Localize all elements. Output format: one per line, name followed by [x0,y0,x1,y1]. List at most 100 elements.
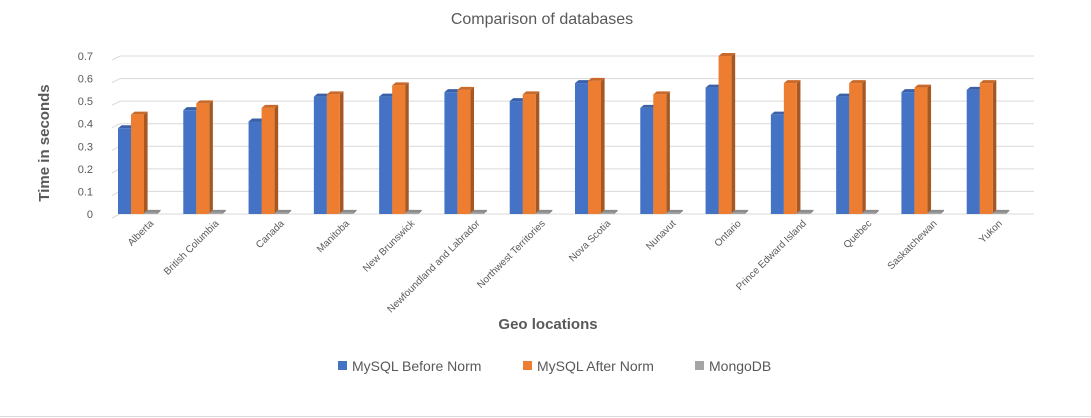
bar-side [548,209,553,214]
bar-top [274,209,292,213]
bar [731,212,745,214]
bar-side [1005,209,1010,214]
bar-side [666,91,670,214]
bottom-divider [0,416,1091,417]
bar-side [157,209,161,214]
bar [392,85,406,214]
bar-top [379,93,396,97]
bar-top [705,84,723,88]
bar [914,87,928,214]
bar-top [640,104,657,108]
chart-title: Comparison of databases [451,11,633,28]
bar-top [522,91,540,95]
bar-side [927,84,932,214]
legend-label: MongoDB [709,358,771,374]
bar [326,94,340,214]
bar-top [914,84,932,88]
bar-top [457,86,475,90]
bar [653,94,667,214]
bar [196,103,210,214]
bar [209,212,223,214]
bar-top [118,125,135,129]
gridline-depth [111,100,121,106]
bar-top [261,104,279,108]
bar-top [770,111,788,115]
gridline-depth [111,78,121,84]
x-tick-label: Nova Scotia [567,218,613,264]
bar [640,107,654,214]
bar-side [679,209,683,214]
bar-side [287,209,292,214]
bar [457,89,471,214]
bar [509,101,523,214]
bar-top [339,209,357,213]
bar-top [718,53,736,56]
bar [248,121,262,214]
bar-top [131,111,148,115]
x-tick-label: Quebec [842,218,875,251]
bar-top [979,80,997,84]
bar-top [575,80,592,84]
bar-top [183,107,200,111]
bar-side [209,100,213,214]
y-tick-label: 0.2 [78,164,93,176]
x-tick-label: New Brunswick [361,218,418,275]
x-tick-label: Ontario [713,218,744,249]
bar-side [992,80,997,214]
bar-side [601,77,605,214]
bar-side [862,80,866,214]
bar-top [731,209,749,213]
y-tick-label: 0.7 [78,51,93,63]
x-tick-label: Nunavut [644,218,678,252]
bar-top [836,93,853,97]
x-tick-label: British Columbia [162,218,222,278]
x-tick-label: Saskatchewan [886,218,940,272]
bar-side [418,209,422,214]
bar-top [966,86,984,90]
bar-top [144,209,161,213]
bar [901,92,915,214]
bar-top [509,98,527,102]
bar [144,212,157,214]
legend-label: MySQL Before Norm [352,358,481,374]
bar [966,89,980,214]
bar [470,212,484,214]
bar-top [666,209,683,213]
bar [992,212,1006,214]
y-tick-label: 0.6 [78,74,93,86]
x-axis-title: Geo locations [498,316,597,333]
bar-top [470,209,488,213]
bar [339,212,353,214]
bar-side [352,209,357,214]
bar [718,56,732,214]
bars [118,53,1010,214]
bar-top [326,91,344,95]
y-tick-label: 0.5 [78,96,93,108]
bar [274,212,288,214]
x-tick-label: Alberta [126,218,156,248]
y-tick-label: 0.1 [78,186,93,198]
bar [927,212,941,214]
y-axis-title: Time in seconds [36,84,53,201]
bar [836,96,850,214]
legend: MySQL Before Norm MySQL After Norm MongoDB [338,358,771,374]
bar-side [809,209,814,214]
bar [796,212,810,214]
bar-top [849,80,866,84]
x-tick-labels: Alberta British Columbia Canada Manitoba New… [126,218,1005,316]
bar-top [588,77,605,81]
bar [522,94,536,214]
x-tick-label: Northwest Territories [475,218,547,290]
bar [979,83,993,214]
bar-side [744,209,749,214]
bar [131,114,144,214]
bar-side [470,86,475,214]
bar [849,83,863,214]
bar [666,212,680,214]
bar-top [209,209,226,213]
bar-top [392,82,409,86]
bar [770,114,784,214]
bar-side [875,209,879,214]
bar-top [313,93,331,97]
